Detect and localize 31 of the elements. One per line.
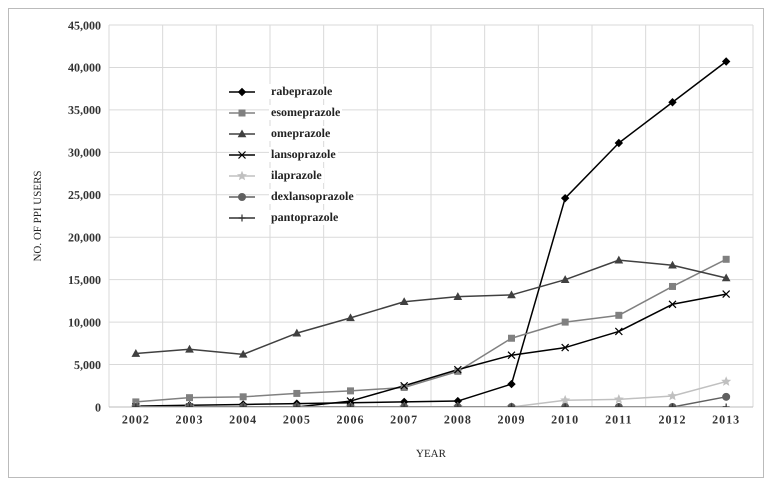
y-tick-label: 35,000 bbox=[68, 103, 101, 118]
x-tick-label: 2006 bbox=[336, 412, 364, 427]
y-tick-label: 30,000 bbox=[68, 146, 101, 160]
legend-label: pantoprazole bbox=[269, 210, 340, 225]
y-tick-label: 45,000 bbox=[68, 18, 101, 32]
y-tick-label: 25,000 bbox=[68, 188, 101, 202]
x-tick-label: 2008 bbox=[444, 412, 472, 427]
x-tick-label: 2009 bbox=[498, 412, 526, 427]
y-tick-label: 15,000 bbox=[68, 272, 101, 287]
y-tick-label: 5,000 bbox=[74, 358, 101, 372]
y-tick-label: 40,000 bbox=[68, 60, 101, 75]
legend-label: omeprazole bbox=[269, 126, 332, 141]
x-tick-label: 2003 bbox=[176, 412, 204, 427]
x-tick-label: 2010 bbox=[551, 412, 580, 427]
x-tick-label: 2012 bbox=[658, 412, 686, 427]
y-tick-label: 20,000 bbox=[68, 230, 101, 244]
legend-label: esomeprazole bbox=[269, 105, 342, 120]
x-axis-title: YEAR bbox=[416, 448, 447, 460]
y-axis-title: NO. OF PPI USERS bbox=[32, 170, 44, 262]
x-tick-label: 2007 bbox=[390, 412, 418, 427]
x-tick-label: 2011 bbox=[605, 412, 633, 427]
x-tick-label: 2004 bbox=[229, 412, 258, 427]
legend-label: lansoprazole bbox=[269, 147, 338, 162]
x-tick-label: 2013 bbox=[712, 412, 740, 427]
legend-label: ilaprazole bbox=[269, 168, 324, 183]
y-tick-label: 0 bbox=[95, 400, 101, 414]
y-tick-label: 10,000 bbox=[68, 315, 101, 330]
x-tick-label: 2005 bbox=[282, 412, 311, 427]
legend-label: rabeprazole bbox=[269, 84, 334, 99]
legend-label: dexlansoprazole bbox=[269, 189, 356, 204]
x-tick-label: 2002 bbox=[122, 412, 150, 427]
